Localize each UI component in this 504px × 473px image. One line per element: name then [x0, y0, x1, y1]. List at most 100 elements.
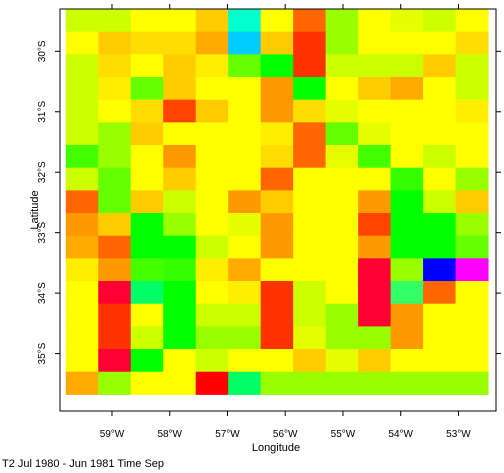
- heatmap-cell: [98, 190, 132, 214]
- heatmap-cell: [390, 122, 424, 146]
- heatmap-cell: [455, 31, 489, 55]
- heatmap-cell: [65, 213, 99, 237]
- heatmap-cell: [98, 326, 132, 350]
- heatmap-cell: [455, 281, 489, 305]
- heatmap-cell: [163, 326, 197, 350]
- heatmap-cell: [260, 167, 294, 191]
- heatmap-cell: [423, 213, 457, 237]
- heatmap-cell: [163, 99, 197, 123]
- heatmap-cell: [195, 9, 229, 33]
- heatmap-cell: [455, 99, 489, 123]
- x-tick-label: 56°W: [273, 429, 298, 440]
- heatmap-cell: [455, 122, 489, 146]
- heatmap-cell: [98, 213, 132, 237]
- heatmap-cell: [130, 9, 164, 33]
- heatmap-cell: [390, 54, 424, 78]
- heatmap-cell: [455, 235, 489, 259]
- heatmap-cell: [65, 31, 99, 55]
- y-tick-label: 31°S: [37, 101, 48, 123]
- heatmap-cell: [65, 167, 99, 191]
- heatmap-cell: [65, 190, 99, 214]
- heatmap-cell: [293, 258, 327, 282]
- heatmap-cell: [358, 349, 392, 373]
- heatmap-cell: [65, 77, 99, 101]
- heatmap-cell: [65, 258, 99, 282]
- heatmap-cell: [423, 122, 457, 146]
- heatmap-cell: [293, 281, 327, 305]
- heatmap-cell: [358, 167, 392, 191]
- heatmap-cell: [325, 31, 359, 55]
- heatmap-cell: [130, 281, 164, 305]
- heatmap-cell: [130, 145, 164, 169]
- heatmap-cell: [65, 371, 99, 395]
- heatmap-cell: [195, 235, 229, 259]
- heatmap-cell: [455, 77, 489, 101]
- heatmap-cell: [390, 258, 424, 282]
- heatmap-cell: [98, 258, 132, 282]
- heatmap-cell: [195, 122, 229, 146]
- heatmap-cell: [65, 303, 99, 327]
- heatmap-cell: [130, 326, 164, 350]
- heatmap-cell: [293, 167, 327, 191]
- heatmap-cell: [98, 349, 132, 373]
- heatmap-cell: [228, 213, 262, 237]
- x-axis-title: Longitude: [252, 442, 300, 454]
- heatmap-cell: [228, 31, 262, 55]
- figure-caption: T2 Jul 1980 - Jun 1981 Time Sep: [2, 458, 165, 470]
- heatmap-cell: [260, 54, 294, 78]
- heatmap-cell: [260, 235, 294, 259]
- heatmap-cell: [163, 54, 197, 78]
- heatmap-cell: [390, 303, 424, 327]
- heatmap-cell: [423, 371, 457, 395]
- heatmap-cell: [358, 371, 392, 395]
- heatmap-cell: [358, 54, 392, 78]
- heatmap-cell: [228, 349, 262, 373]
- heatmap-cell: [423, 349, 457, 373]
- heatmap-cell: [325, 349, 359, 373]
- heatmap-cell: [163, 167, 197, 191]
- heatmap-cell: [455, 371, 489, 395]
- heatmap-cell: [163, 122, 197, 146]
- heatmap-cell: [228, 167, 262, 191]
- x-tick-label: 55°W: [331, 429, 356, 440]
- heatmap-cell: [260, 281, 294, 305]
- heatmap-cell: [390, 77, 424, 101]
- heatmap-cell: [195, 303, 229, 327]
- axis-ticks: 59°W 58°W 57°W 56°W 55°W 54°W 53°W 30°S 31°S 32°S…: [37, 4, 501, 440]
- heatmap-cell: [163, 145, 197, 169]
- heatmap-cell: [260, 258, 294, 282]
- heatmap-cell: [358, 235, 392, 259]
- y-axis-title: Latitude: [29, 190, 41, 229]
- heatmap-cell: [325, 145, 359, 169]
- heatmap-cell: [130, 258, 164, 282]
- heatmap-cell: [163, 303, 197, 327]
- heatmap-cell: [293, 99, 327, 123]
- heatmap-cell: [98, 31, 132, 55]
- x-tick-label: 54°W: [388, 429, 413, 440]
- heatmap-cell: [390, 190, 424, 214]
- heatmap-cell: [130, 235, 164, 259]
- heatmap-cell: [163, 235, 197, 259]
- heatmap-cell: [98, 9, 132, 33]
- heatmap-cell: [293, 190, 327, 214]
- heatmap-cell: [325, 167, 359, 191]
- heatmap-cell: [455, 9, 489, 33]
- heatmap-cell: [195, 349, 229, 373]
- heatmap-cell: [98, 54, 132, 78]
- heatmap-cell: [130, 371, 164, 395]
- heatmap-cell: [358, 145, 392, 169]
- heatmap-cell: [358, 9, 392, 33]
- heatmap-cell: [98, 122, 132, 146]
- heatmap-cell: [130, 31, 164, 55]
- heatmap-cell: [358, 326, 392, 350]
- heatmap-cell: [163, 77, 197, 101]
- heatmap-cell: [325, 303, 359, 327]
- heatmap-cell: [195, 281, 229, 305]
- heatmap-cell: [260, 31, 294, 55]
- heatmap-cell: [358, 190, 392, 214]
- heatmap-cell: [293, 77, 327, 101]
- heatmap-cell: [65, 281, 99, 305]
- heatmap-cell: [325, 9, 359, 33]
- heatmap-cell: [163, 281, 197, 305]
- heatmap-cell: [98, 303, 132, 327]
